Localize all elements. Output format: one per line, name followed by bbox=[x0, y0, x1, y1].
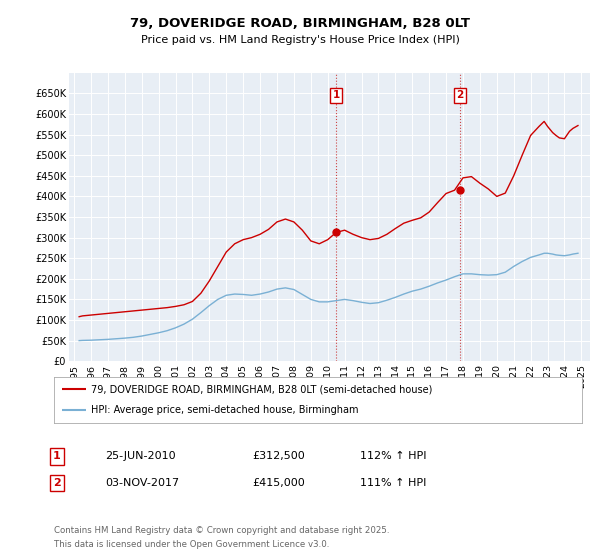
Text: 111% ↑ HPI: 111% ↑ HPI bbox=[360, 478, 427, 488]
Text: 2: 2 bbox=[53, 478, 61, 488]
Text: HPI: Average price, semi-detached house, Birmingham: HPI: Average price, semi-detached house,… bbox=[91, 405, 358, 416]
Text: 1: 1 bbox=[53, 451, 61, 461]
Text: 79, DOVERIDGE ROAD, BIRMINGHAM, B28 0LT: 79, DOVERIDGE ROAD, BIRMINGHAM, B28 0LT bbox=[130, 17, 470, 30]
Text: This data is licensed under the Open Government Licence v3.0.: This data is licensed under the Open Gov… bbox=[54, 540, 329, 549]
Text: 1: 1 bbox=[332, 91, 340, 100]
Text: Contains HM Land Registry data © Crown copyright and database right 2025.: Contains HM Land Registry data © Crown c… bbox=[54, 526, 389, 535]
Text: Price paid vs. HM Land Registry's House Price Index (HPI): Price paid vs. HM Land Registry's House … bbox=[140, 35, 460, 45]
Text: 79, DOVERIDGE ROAD, BIRMINGHAM, B28 0LT (semi-detached house): 79, DOVERIDGE ROAD, BIRMINGHAM, B28 0LT … bbox=[91, 384, 433, 394]
Text: 25-JUN-2010: 25-JUN-2010 bbox=[105, 451, 176, 461]
Text: £312,500: £312,500 bbox=[252, 451, 305, 461]
Text: £415,000: £415,000 bbox=[252, 478, 305, 488]
Text: 2: 2 bbox=[457, 91, 464, 100]
Text: 03-NOV-2017: 03-NOV-2017 bbox=[105, 478, 179, 488]
Text: 112% ↑ HPI: 112% ↑ HPI bbox=[360, 451, 427, 461]
